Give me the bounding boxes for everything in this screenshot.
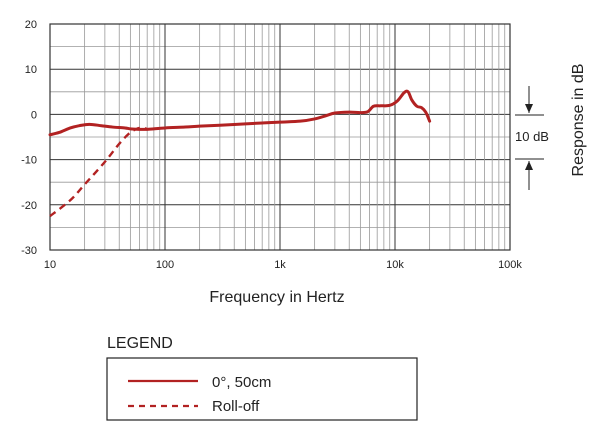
x-tick-label: 1k [274,259,286,271]
y-tick-label: -30 [21,245,37,257]
legend-box [106,357,418,421]
scale-label: 10 dB [515,129,549,144]
series-line-roll-off [49,126,148,218]
scale-arrow-down-icon [525,104,533,113]
y-tick-label: 0 [31,109,37,121]
x-tick-label: 100 [156,259,174,271]
y-tick-label: -10 [21,155,37,167]
x-tick-label: 100k [498,259,522,271]
legend-label-1: Roll-off [212,398,260,415]
scale-arrow-up-icon [525,161,533,170]
legend: LEGEND 0°, 50cm Roll-off [106,335,418,421]
x-axis-title: Frequency in Hertz [209,289,344,306]
plot-frame [49,23,511,251]
legend-label-0: 0°, 50cm [212,374,271,391]
y-tick-label: -20 [21,200,37,212]
chart-series [48,89,432,218]
x-tick-label: 10 [44,259,56,271]
x-tick-label: 10k [386,259,404,271]
scale-marker: 10 dB [515,86,549,190]
y-tick-label: 10 [25,64,37,76]
series-line-response [48,89,432,137]
y-tick-label: 20 [25,19,37,31]
chart-grid [49,23,511,251]
y-axis-title: Response in dB [570,64,587,177]
legend-title: LEGEND [107,335,173,352]
